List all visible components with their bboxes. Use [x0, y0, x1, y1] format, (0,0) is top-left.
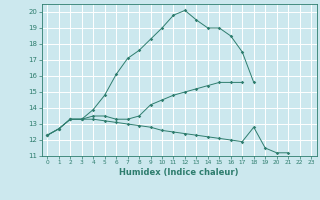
X-axis label: Humidex (Indice chaleur): Humidex (Indice chaleur): [119, 168, 239, 177]
